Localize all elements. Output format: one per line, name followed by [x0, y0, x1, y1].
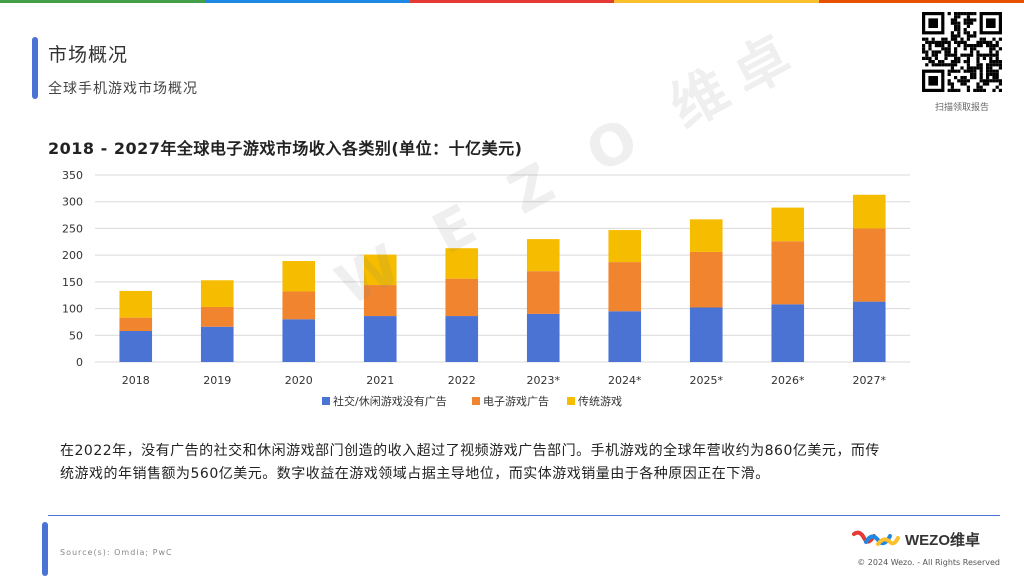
x-tick-label: 2023*: [527, 374, 561, 387]
legend-label: 电子游戏广告: [483, 395, 549, 408]
y-tick-label: 0: [76, 356, 83, 369]
x-tick-label: 2025*: [690, 374, 724, 387]
legend-swatch: [567, 397, 575, 405]
top-bar-segment: [0, 0, 205, 3]
qr-code[interactable]: [922, 12, 1002, 92]
bar-segment: [119, 331, 153, 362]
bar-segment: [200, 326, 234, 362]
y-tick-label: 100: [62, 303, 83, 316]
bar-segment: [608, 311, 642, 362]
top-bar-segment: [614, 0, 820, 3]
top-bar-segment: [819, 0, 1024, 3]
chart-title: 2018 - 2027年全球电子游戏市场收入各类别(单位：十亿美元): [48, 139, 523, 158]
wezo-logo: WEZO维卓: [852, 528, 980, 550]
qr-caption: 扫描领取报告: [934, 103, 989, 113]
y-tick-label: 300: [62, 196, 83, 209]
bar-segment: [852, 301, 886, 362]
x-tick-label: 2024*: [608, 374, 642, 387]
bar-segment: [771, 207, 805, 242]
stacked-bar-chart: 0 50 100 150 200 250 300 350 2018 2019 2020 2021 202…: [62, 169, 910, 408]
wezo-logo-mark-icon: [852, 530, 900, 546]
title-accent-bar: [32, 37, 38, 99]
page-subtitle: 全球手机游戏市场概况: [48, 81, 198, 97]
bar-segment: [852, 194, 886, 229]
legend-label: 传统游戏: [578, 395, 622, 408]
x-tick-label: 2022: [448, 374, 476, 387]
bar-segment: [363, 254, 397, 286]
bar-segment: [200, 306, 234, 327]
legend-swatch: [322, 397, 330, 405]
bar-segment: [282, 319, 316, 362]
x-tick-label: 2018: [122, 374, 150, 387]
bar-segment: [282, 261, 316, 292]
bar-segment: [608, 262, 642, 312]
bar-segment: [363, 316, 397, 362]
top-bar-segment: [204, 0, 410, 3]
bar-segment: [200, 280, 234, 307]
bottom-divider: [48, 515, 1000, 516]
bottom-accent-bar: [42, 522, 48, 576]
y-tick-label: 250: [62, 222, 83, 235]
y-tick-label: 50: [69, 329, 83, 342]
bar-segment: [771, 241, 805, 305]
bar-segment: [282, 291, 316, 320]
top-bar-segment: [409, 0, 615, 3]
y-tick-label: 350: [62, 169, 83, 182]
x-tick-label: 2021: [366, 374, 394, 387]
x-tick-label: 2020: [285, 374, 313, 387]
bar-segment: [689, 307, 723, 362]
body-paragraph: 在2022年，没有广告的社交和休闲游戏部门创造的收入超过了视频游戏广告部门。手机…: [60, 443, 880, 482]
bar-segment: [445, 278, 479, 317]
bar-segment: [363, 285, 397, 317]
logo-text: WEZO维卓: [905, 531, 980, 549]
bar-segment: [445, 316, 479, 362]
x-tick-label: 2027*: [853, 374, 887, 387]
source-note: Source(s): Omdia; PwC: [60, 548, 173, 557]
x-tick-label: 2019: [203, 374, 231, 387]
y-tick-label: 200: [62, 249, 83, 262]
bar-segment: [119, 317, 153, 332]
page-title: 市场概况: [48, 44, 129, 66]
x-tick-label: 2026*: [771, 374, 805, 387]
top-color-bar: [0, 0, 1024, 3]
bar-segment: [526, 239, 560, 272]
bar-segment: [526, 313, 560, 362]
bar-segment: [608, 230, 642, 263]
copyright: © 2024 Wezo. - All Rights Reserved: [857, 558, 1000, 567]
bar-segment: [771, 304, 805, 362]
bar-segment: [119, 290, 153, 318]
bar-segment: [689, 219, 723, 252]
bar-segment: [689, 251, 723, 308]
bar-segment: [445, 248, 479, 279]
bar-segment: [526, 271, 560, 314]
y-tick-label: 150: [62, 276, 83, 289]
bar-segment: [852, 228, 886, 302]
legend-swatch: [472, 397, 480, 405]
legend-label: 社交/休闲游戏没有广告: [333, 394, 447, 408]
